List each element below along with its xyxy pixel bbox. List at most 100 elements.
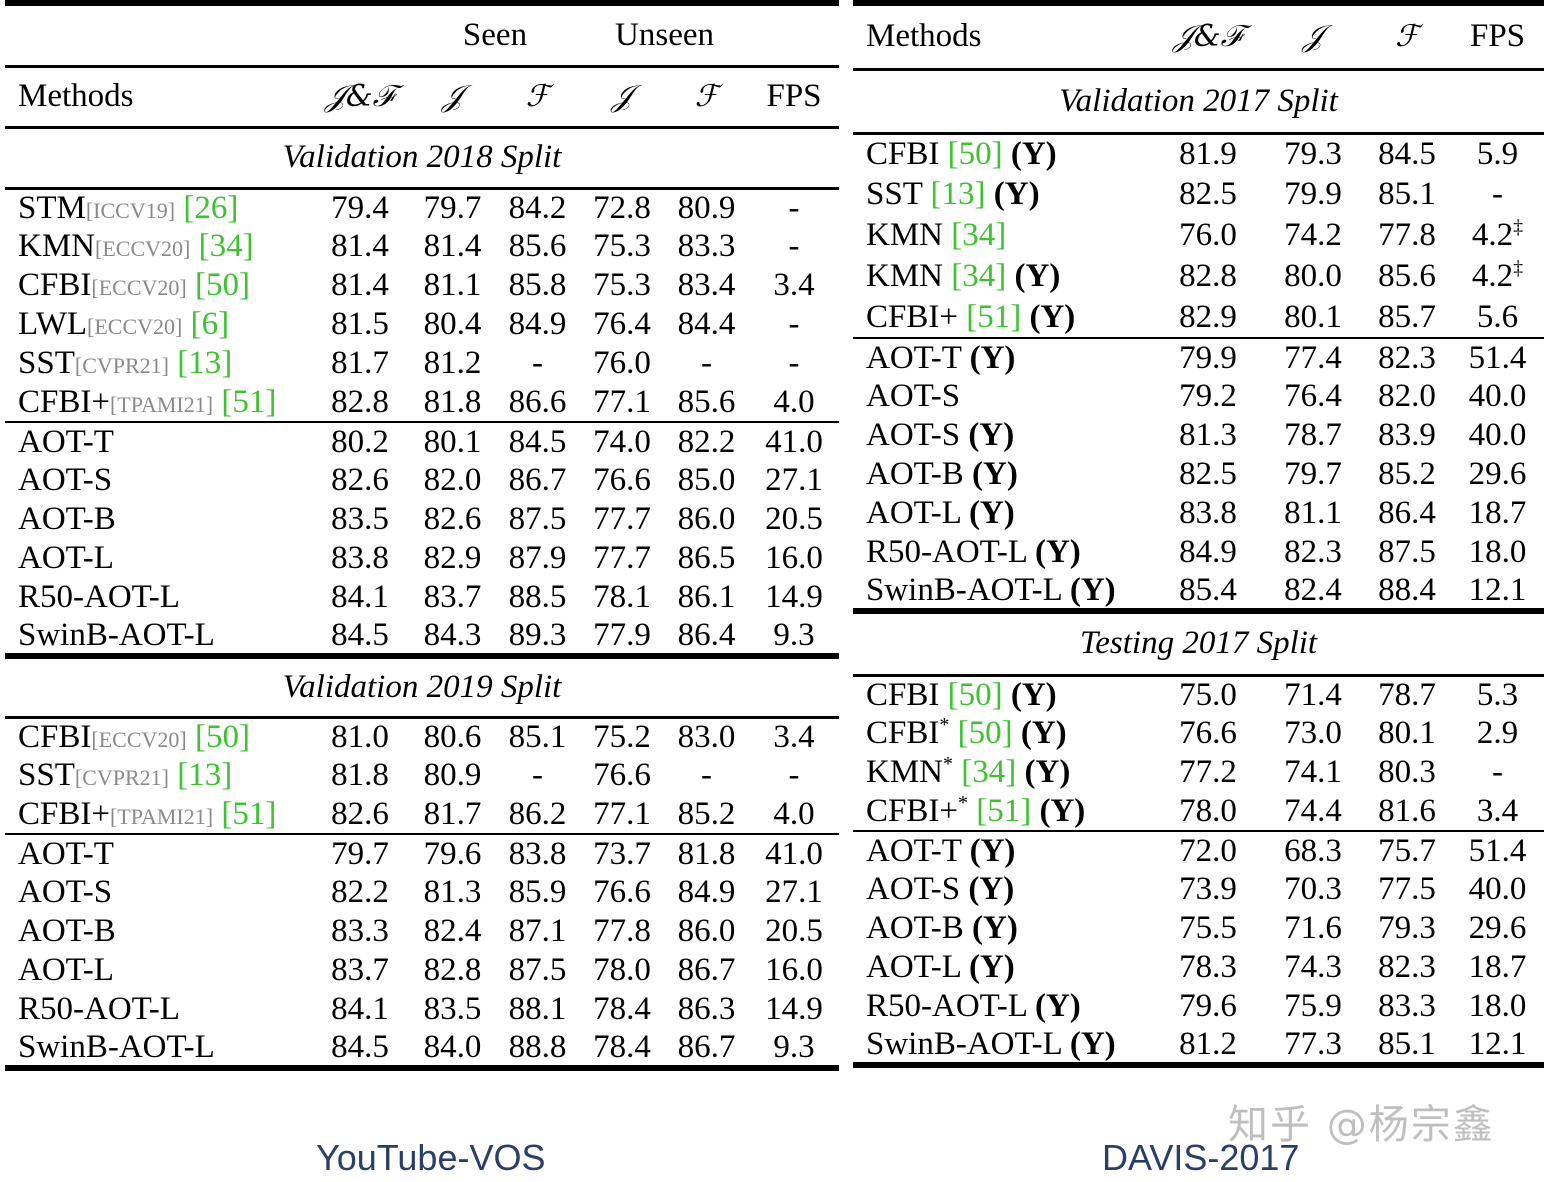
value-text: 78.7 — [1378, 676, 1436, 713]
value-cell: 76.6 — [1153, 714, 1263, 753]
table-row: SwinB-AOT-L 84.5 84.3 89.3 77.9 86.4 9.3 — [5, 617, 839, 659]
table-row: KMN* [34] (Y) 77.2 74.1 80.3 - — [853, 753, 1544, 792]
value-cell: 81.4 — [331, 228, 389, 264]
value-cell: 84.9 — [1179, 534, 1237, 570]
method-name: KMN — [866, 754, 944, 790]
metric-header-2: 𝒥 — [1263, 0, 1363, 69]
value-cell: 20.5 — [765, 913, 823, 949]
value-cell: 80.4 — [423, 306, 482, 342]
method-name: SwinB-AOT-L — [5, 617, 310, 659]
method-name: AOT-T — [866, 832, 962, 869]
group-header-empty — [5, 0, 310, 66]
value-text: 76.6 — [1179, 715, 1237, 751]
table-row: AOT-S 79.2 76.4 82.0 40.0 — [853, 377, 1544, 416]
table-row: AOT-S (Y) 73.9 70.3 77.5 40.0 — [853, 870, 1544, 909]
method-cell: KMN [34] — [853, 215, 1153, 256]
youtube-flag: (Y) — [968, 949, 1015, 985]
value-cell: 79.7 — [410, 186, 495, 227]
youtube-flag: (Y) — [969, 339, 1016, 376]
citation-link: [50] — [947, 135, 1003, 172]
value-text: 75.0 — [1179, 676, 1237, 713]
table-row: SwinB-AOT-L 84.5 84.0 88.8 78.4 86.7 9.3 — [5, 1029, 839, 1071]
value-text: 85.6 — [1378, 258, 1436, 294]
value-cell: 12.1 — [1451, 572, 1544, 614]
value-cell: 82.8 — [423, 952, 482, 988]
value-cell: 70.3 — [1284, 871, 1342, 907]
youtube-flag: (Y) — [968, 495, 1015, 531]
citation-link: [50] — [947, 676, 1003, 713]
value-cell: 18.7 — [1468, 495, 1527, 531]
citation-link: [13] — [177, 757, 233, 793]
value-text: - — [1492, 754, 1503, 790]
method-name: LWL — [18, 306, 88, 342]
table-row: CFBI+[TPAMI21] [51] 82.8 81.8 86.6 77.1 85.6 4… — [5, 383, 839, 422]
value-cell: 18.7 — [1468, 949, 1527, 985]
value-cell: 74.0 — [580, 421, 664, 461]
metric-header-1: 𝒥&ℱ — [1153, 0, 1263, 69]
method-name: KMN — [866, 217, 944, 253]
value-text: 74.4 — [1284, 792, 1342, 829]
value-cell: 51.4 — [1451, 830, 1544, 870]
value-cell: 83.3 — [1378, 988, 1436, 1024]
value-cell: 75.5 — [1179, 910, 1237, 946]
metric-header-3-text: ℱ — [1395, 19, 1419, 55]
section-title: Testing 2017 Split — [853, 609, 1544, 675]
value-cell: 86.0 — [677, 913, 736, 949]
value-cell: 78.4 — [580, 1029, 664, 1071]
value-cell: 27.1 — [765, 874, 823, 910]
value-cell: 83.0 — [664, 715, 749, 756]
value-cell: 84.1 — [331, 991, 389, 1027]
value-cell: 80.1 — [1263, 297, 1363, 338]
table-row: CFBI[ECCV20] [50] 81.0 80.6 85.1 75.2 83.0 3.4 — [5, 715, 839, 756]
value-cell: 82.5 — [1153, 174, 1263, 215]
value-cell: 81.4 — [331, 267, 389, 303]
method-cell: AOT-S — [853, 377, 1153, 416]
value-cell: 79.7 — [310, 833, 410, 873]
method-name: AOT-T — [5, 833, 310, 873]
value-text: 80.1 — [1284, 298, 1342, 335]
double-dagger-mark: ‡ — [1513, 257, 1524, 279]
value-cell: 88.4 — [1363, 572, 1451, 614]
value-cell: 83.8 — [331, 540, 389, 576]
value-cell: 85.7 — [1363, 297, 1451, 338]
method-cell: SST [13] (Y) — [853, 174, 1153, 215]
method-cell: SwinB-AOT-L (Y) — [853, 572, 1153, 614]
citation-link: [34] — [198, 228, 254, 264]
value-text: 84.5 — [1378, 135, 1436, 172]
value-cell: 75.3 — [593, 267, 651, 303]
value-text: 71.4 — [1284, 676, 1342, 713]
metric-header-2-text: 𝒥 — [1302, 19, 1324, 55]
value-cell: 86.0 — [677, 501, 736, 537]
value-cell: 86.5 — [677, 540, 736, 576]
column-header-row: Methods 𝒥&ℱ 𝒥 ℱ FPS — [853, 0, 1544, 69]
metric-header-3: ℱ — [495, 64, 580, 127]
method-name: CFBI+ — [866, 298, 958, 335]
youtube-flag: (Y) — [1010, 676, 1057, 713]
method-name: AOT-T — [5, 421, 310, 461]
value-cell: 29.6 — [1468, 910, 1527, 946]
value-cell: 84.3 — [410, 617, 495, 659]
value-cell: 85.1 — [1363, 1026, 1451, 1068]
metric-header-5: ℱ — [664, 64, 749, 127]
value-cell: 82.6 — [423, 501, 482, 537]
value-cell: 82.4 — [1263, 572, 1363, 614]
value-cell: 84.9 — [677, 874, 736, 910]
citation-link: [51] — [966, 298, 1022, 335]
method-cell: CFBI+[TPAMI21] [51] — [5, 795, 310, 834]
method-cell: KMN* [34] (Y) — [853, 753, 1153, 792]
method-name: AOT-L — [18, 540, 114, 576]
column-header-row: Methods 𝒥&ℱ 𝒥 ℱ 𝒥 ℱ FPS — [5, 64, 839, 127]
metric-header-4-text: 𝒥 — [611, 79, 633, 114]
value-cell: 14.9 — [765, 579, 823, 615]
method-name: AOT-L — [866, 949, 961, 985]
value-cell: 80.3 — [1363, 753, 1451, 792]
value-cell: 71.4 — [1263, 673, 1363, 714]
table-row: AOT-L (Y) 83.8 81.1 86.4 18.7 — [853, 494, 1544, 533]
value-cell: 83.5 — [423, 991, 482, 1027]
value-cell: 79.7 — [1284, 456, 1342, 492]
value-cell: - — [788, 757, 800, 793]
citation-link: [51] — [976, 792, 1032, 829]
value-cell: 73.7 — [580, 833, 664, 873]
value-cell: 85.2 — [677, 795, 736, 832]
method-cell: LWL[ECCV20] [6] — [5, 305, 310, 344]
